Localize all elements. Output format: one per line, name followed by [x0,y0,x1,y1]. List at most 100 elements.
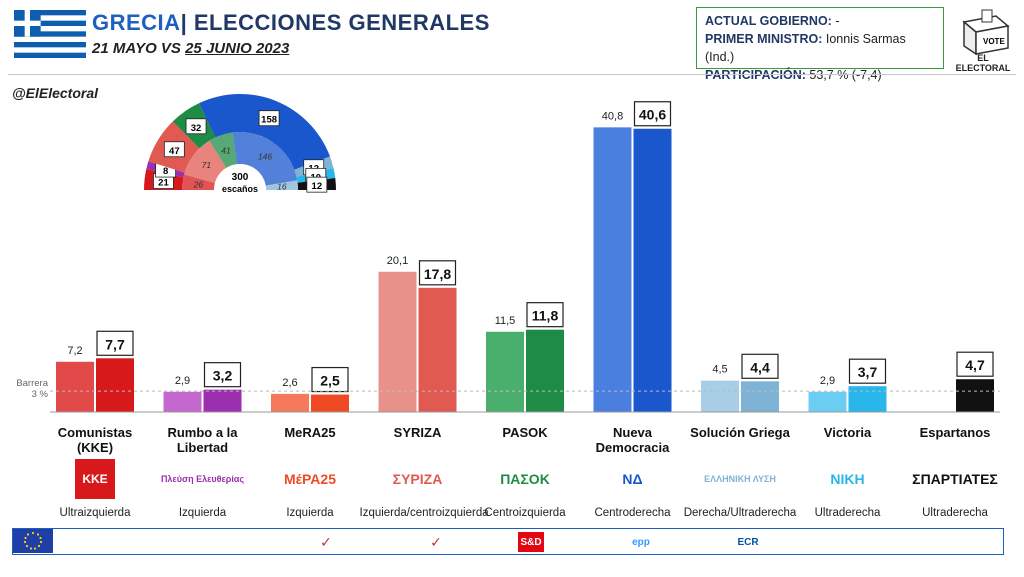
eu-group-logo: epp [632,536,650,548]
seat-label-box [163,141,185,158]
ballot-box-icon: VOTE [962,9,1010,56]
seat-label-box [185,118,207,135]
page-title: GRECIA| ELECCIONES GENERALES [92,10,490,35]
party-ideology: Derecha/Ultraderecha [683,507,797,519]
bar-june [96,358,134,412]
data-label-june: 11,8 [532,308,559,324]
bar-may [56,361,94,412]
bar-june [741,381,779,412]
eu-group-logo: ECR [737,536,759,548]
party-ideology: Izquierda/centroizquierda [359,507,489,519]
data-label-box [203,362,242,388]
bar-may [808,391,847,412]
eu-groups-footer: ✓ ✓ S&D epp ECR [12,528,1004,555]
data-label-may: 11,5 [495,315,516,327]
party-logo-icon: ΣΥΡΙΖΑ [392,471,443,487]
bar-june [203,389,242,412]
seat-label-may: 146 [258,151,272,161]
party-logo-icon: ΜέΡΑ25 [284,471,336,487]
bar-june [311,394,349,412]
data-label-box [418,260,457,286]
data-label-box [633,101,672,127]
party-name: Victoria [823,425,872,440]
eu-group-logo: S&D [518,532,544,552]
data-label-june: 40,6 [639,107,666,123]
data-label-box [741,353,779,379]
data-label-box [526,302,564,328]
party-ideology: Izquierda [178,507,227,519]
bar-may [701,380,739,412]
data-label-june: 2,5 [320,373,340,389]
threshold-label: Barrera 3 % [16,378,48,400]
party-name: Comunistas (KKE) [57,425,133,455]
bar-may [378,271,417,412]
party-ideology: Ultraderecha [814,507,881,519]
seat-label-may: 26 [193,179,204,189]
hemicycle-segment [232,132,298,186]
bar-may [271,393,309,412]
seat-label-june: 8 [163,166,168,177]
government-info-box: ACTUAL GOBIERNO: - PRIMER MINISTRO: Ionn… [696,7,944,82]
seat-label-june: 12 [312,181,323,192]
twitter-handle: @ElElectoral [12,85,99,101]
hemicycle-center [214,164,266,216]
bar-series: 7,2 7,7 2,9 3,2 2,6 2,5 20,1 17,8 11,5 11,8 40,8 40… [56,101,994,412]
data-label-may: 7,2 [67,345,82,357]
ballot-vote-text: VOTE [983,37,1005,46]
bar-may [486,331,524,412]
seat-total: 300 [232,172,249,183]
party-name: Nueva Democracia [595,425,670,455]
party-logo-icon: ΝΙΚΗ [830,471,865,487]
data-label-june: 3,7 [858,364,878,380]
eu-flag-icon [13,529,53,553]
bar-june [956,379,994,412]
hemicycle-segment [184,140,227,184]
seat-label-box [258,110,280,127]
party-name: Espartanos [919,425,991,440]
bar-june [526,329,564,412]
party-name: SYRIZA [393,425,442,440]
party-logo-icon: ΝΔ [622,471,643,487]
party-name: PASOK [502,425,548,440]
data-label-june: 4,4 [750,359,770,375]
party-name: Rumbo a la Libertad [167,425,238,455]
seat-label-june: 21 [158,178,169,189]
data-label-june: 17,8 [424,266,451,282]
seat-label-june: 158 [261,115,277,126]
header-divider [8,74,1016,75]
brand-logo-text: EL ELECTORAL [955,53,1011,73]
hemicycle-segment [209,132,237,168]
bar-may [163,391,202,412]
page-subtitle: 21 MAYO VS 25 JUNIO 2023 [92,40,290,57]
hemicycle-chart: 218473215812101226714114616300escaños [144,93,336,216]
hemicycle-segment [181,174,215,190]
data-label-box [311,366,349,393]
hemicycle-segment [265,180,298,190]
party-logo-icon: ΣΠΑΡΤΙΑΤΕΣ [912,471,998,487]
party-logo-icon: ΕΛΛΗΝΙΚΗ ΛΥΣΗ [704,474,776,484]
bar-june [848,386,887,412]
party-ideology: Centroizquierda [484,507,566,519]
seat-label-may: 71 [202,160,212,170]
eu-group-logo: ✓ [430,533,442,550]
data-label-may: 2,6 [282,377,297,389]
seat-label-may: 41 [221,145,231,155]
seat-total-sub: escaños [222,184,258,194]
data-label-box [956,351,994,377]
hemicycle-segment [199,93,330,170]
greece-flag-icon [14,10,86,58]
data-label-box [96,330,134,356]
party-logo-icon: KKE [43,458,147,500]
data-label-may: 4,5 [712,364,727,376]
data-label-may: 2,9 [820,375,835,387]
bar-june [418,287,457,412]
party-name: Solución Griega [690,425,790,440]
seat-label-box [306,176,328,193]
data-label-june: 4,7 [965,357,985,373]
bar-june [633,128,672,412]
data-label-june: 7,7 [105,336,125,352]
party-logo-icon: ΠΑΣΟΚ [500,471,550,487]
eu-group-logo: ✓ [320,533,332,550]
data-label-june: 3,2 [213,368,233,384]
